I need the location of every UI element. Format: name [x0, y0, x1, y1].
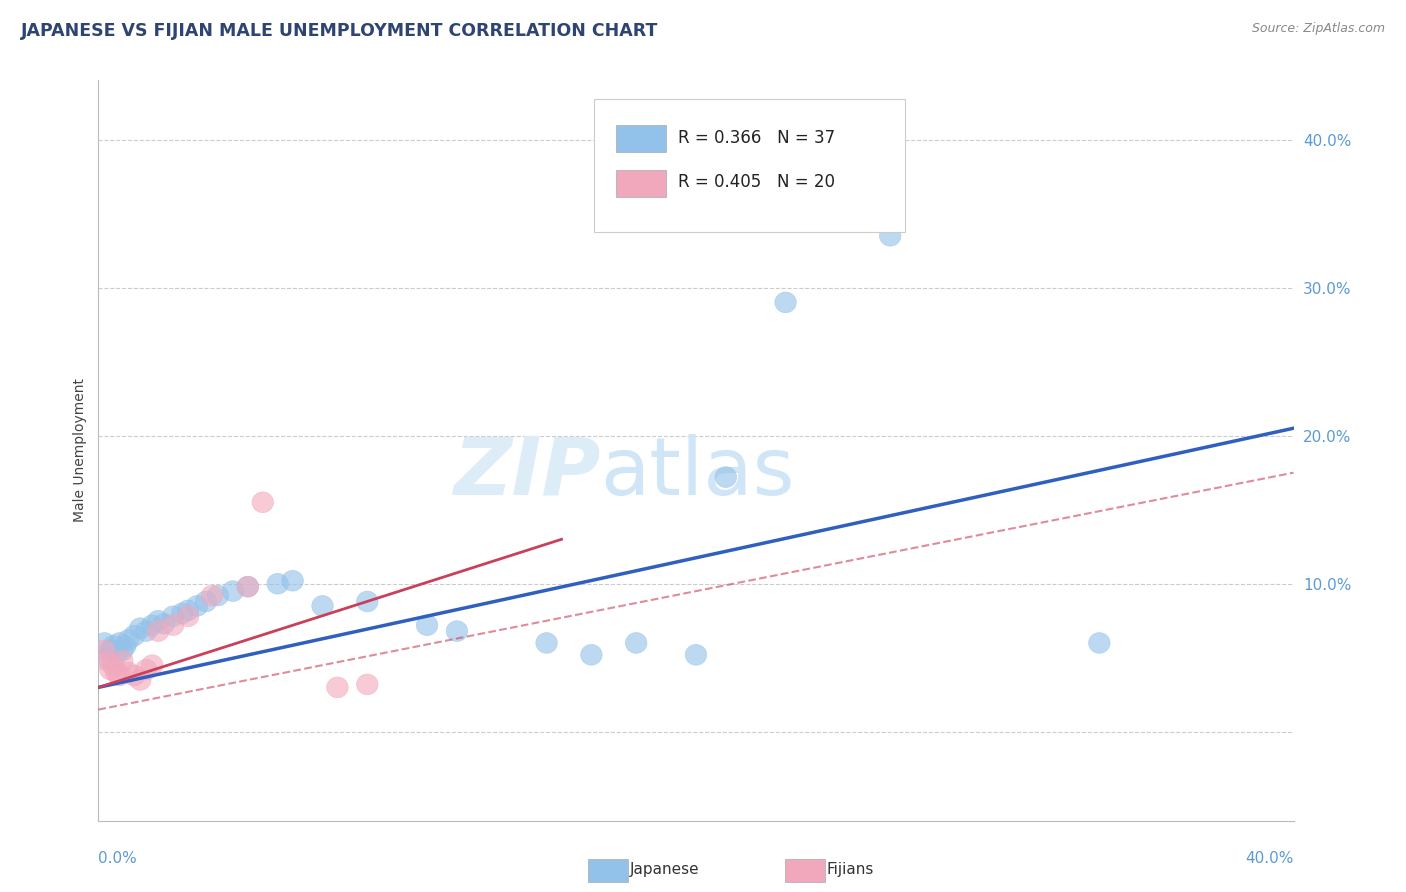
Ellipse shape — [124, 665, 145, 686]
Ellipse shape — [94, 632, 115, 653]
Ellipse shape — [195, 591, 217, 612]
Ellipse shape — [111, 640, 134, 661]
Ellipse shape — [129, 618, 150, 639]
Ellipse shape — [716, 467, 737, 488]
Ellipse shape — [142, 655, 163, 675]
Ellipse shape — [135, 659, 157, 680]
Text: Japanese: Japanese — [630, 863, 700, 877]
Ellipse shape — [108, 632, 131, 653]
Ellipse shape — [446, 621, 468, 641]
Ellipse shape — [177, 600, 198, 621]
Ellipse shape — [626, 632, 647, 653]
Ellipse shape — [142, 615, 163, 636]
Ellipse shape — [105, 662, 127, 683]
Ellipse shape — [267, 574, 288, 594]
Y-axis label: Male Unemployment: Male Unemployment — [73, 378, 87, 523]
Text: Fijians: Fijians — [827, 863, 875, 877]
Ellipse shape — [238, 576, 259, 597]
Ellipse shape — [172, 603, 193, 624]
Ellipse shape — [124, 625, 145, 646]
Ellipse shape — [326, 677, 349, 698]
Ellipse shape — [105, 644, 127, 665]
Ellipse shape — [416, 615, 437, 636]
Ellipse shape — [129, 670, 150, 690]
Ellipse shape — [100, 659, 121, 680]
Ellipse shape — [357, 591, 378, 612]
Ellipse shape — [108, 665, 131, 686]
Text: atlas: atlas — [600, 434, 794, 512]
Ellipse shape — [357, 674, 378, 695]
Ellipse shape — [135, 621, 157, 641]
Text: JAPANESE VS FIJIAN MALE UNEMPLOYMENT CORRELATION CHART: JAPANESE VS FIJIAN MALE UNEMPLOYMENT COR… — [21, 22, 658, 40]
Ellipse shape — [177, 606, 198, 627]
Ellipse shape — [103, 655, 124, 675]
Text: Source: ZipAtlas.com: Source: ZipAtlas.com — [1251, 22, 1385, 36]
Text: ZIP: ZIP — [453, 434, 600, 512]
Ellipse shape — [148, 610, 169, 632]
Ellipse shape — [162, 615, 184, 636]
Ellipse shape — [207, 585, 229, 606]
Ellipse shape — [100, 640, 121, 661]
FancyBboxPatch shape — [616, 169, 666, 196]
Ellipse shape — [252, 491, 274, 513]
Ellipse shape — [685, 644, 707, 665]
Ellipse shape — [97, 650, 118, 671]
Ellipse shape — [879, 226, 901, 246]
Ellipse shape — [94, 640, 115, 661]
Ellipse shape — [118, 630, 139, 650]
Ellipse shape — [97, 648, 118, 668]
Ellipse shape — [238, 576, 259, 597]
Ellipse shape — [201, 585, 222, 606]
Ellipse shape — [114, 635, 136, 657]
Ellipse shape — [153, 614, 174, 634]
Ellipse shape — [312, 596, 333, 616]
Ellipse shape — [222, 581, 243, 601]
Ellipse shape — [581, 644, 602, 665]
Ellipse shape — [1088, 632, 1111, 653]
Ellipse shape — [103, 635, 124, 657]
FancyBboxPatch shape — [595, 99, 905, 232]
Ellipse shape — [775, 292, 796, 313]
Text: R = 0.366   N = 37: R = 0.366 N = 37 — [678, 129, 835, 147]
Ellipse shape — [536, 632, 557, 653]
Ellipse shape — [118, 662, 139, 683]
Text: R = 0.405   N = 20: R = 0.405 N = 20 — [678, 173, 835, 192]
Text: 0.0%: 0.0% — [98, 851, 138, 866]
Ellipse shape — [111, 650, 134, 671]
Ellipse shape — [281, 570, 304, 591]
Ellipse shape — [148, 621, 169, 641]
Ellipse shape — [162, 606, 184, 627]
Ellipse shape — [186, 596, 208, 616]
Text: 40.0%: 40.0% — [1246, 851, 1294, 866]
FancyBboxPatch shape — [616, 126, 666, 153]
